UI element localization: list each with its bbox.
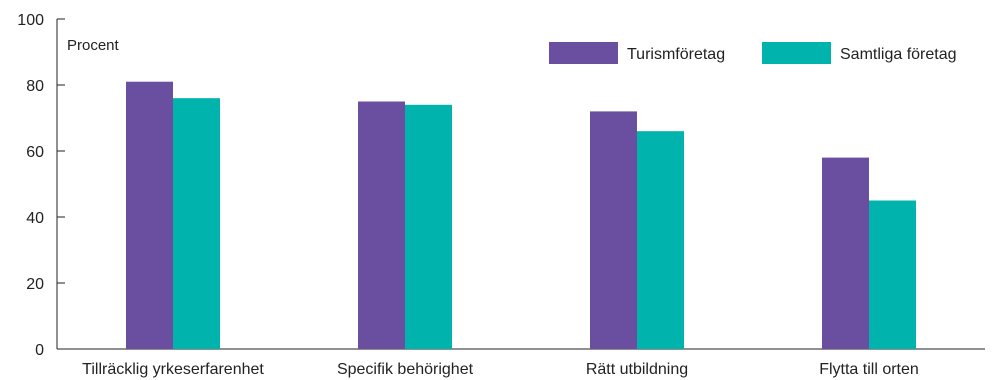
bar-samtliga-3 <box>869 200 916 349</box>
bar-turism-2 <box>590 111 637 350</box>
y-axis: 0 20 40 60 80 100 <box>17 12 65 359</box>
x-category-label: Rätt utbildning <box>586 361 688 378</box>
x-category-label: Tillräcklig yrkeserfarenhet <box>82 361 264 378</box>
legend-label: Samtliga företag <box>840 46 957 63</box>
x-category-label: Flytta till orten <box>819 361 919 378</box>
legend-label: Turismföretag <box>627 46 725 63</box>
y-unit-label: Procent <box>67 37 120 54</box>
x-category-label: Specifik behörighet <box>337 361 474 378</box>
bars <box>126 81 916 350</box>
y-tick-label: 80 <box>26 78 44 95</box>
y-tick-label: 0 <box>35 342 44 359</box>
y-tick-label: 40 <box>26 210 44 227</box>
bar-samtliga-2 <box>637 131 684 349</box>
legend-swatch <box>762 42 831 64</box>
bar-samtliga-0 <box>173 98 220 349</box>
legend: Turismföretag Samtliga företag <box>549 42 957 64</box>
legend-swatch <box>549 42 618 64</box>
bar-turism-1 <box>358 101 405 349</box>
x-axis-labels: Tillräcklig yrkeserfarenhet Specifik behö… <box>82 361 919 378</box>
y-tick-label: 20 <box>26 276 44 293</box>
bar-turism-0 <box>126 81 173 349</box>
y-tick-label: 60 <box>26 144 44 161</box>
bar-samtliga-1 <box>405 104 452 349</box>
y-tick-label: 100 <box>17 12 44 29</box>
bar-turism-3 <box>822 157 869 349</box>
